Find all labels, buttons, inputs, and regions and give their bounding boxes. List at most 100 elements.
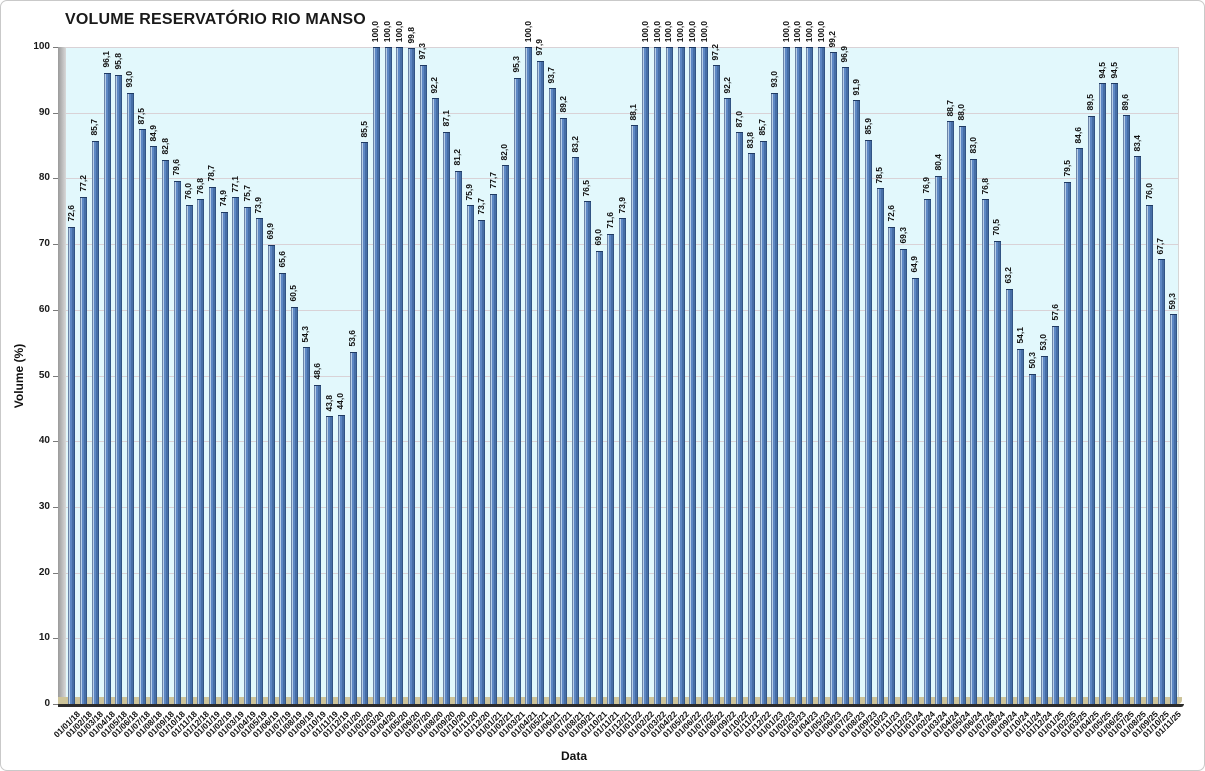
bar-value-label: 97,3 [417, 43, 428, 60]
bar-value-label: 81,2 [452, 148, 463, 166]
y-tick-label-10: 10 [38, 632, 50, 644]
bar [1087, 115, 1095, 704]
bar-value-label: 89,6 [1120, 93, 1131, 111]
bar [572, 157, 580, 704]
bar-value-label: 93,7 [546, 66, 557, 84]
bar-value-label: 97,2 [710, 43, 721, 61]
y-axis-title: Volume (%) [12, 343, 26, 409]
bar-value-label: 89,2 [557, 96, 568, 113]
bar-value-label: 73,9 [253, 196, 264, 214]
bar-value-label: 83,4 [1131, 134, 1142, 152]
bar [1040, 355, 1048, 704]
bar [630, 125, 638, 704]
bar [91, 140, 99, 704]
bar [68, 227, 76, 704]
bar [126, 92, 134, 704]
bar [466, 205, 474, 704]
bar-value-label: 72,6 [65, 205, 76, 223]
bar [958, 125, 966, 704]
bar-value-label: 76,9 [921, 177, 932, 194]
bar-value-label: 76,8 [979, 177, 990, 195]
bar-value-label: 80,4 [932, 154, 943, 171]
bar-value-label: 76,8 [194, 177, 205, 195]
bar [408, 48, 416, 704]
gridline-100 [66, 47, 1179, 48]
bar [162, 160, 170, 704]
bar [818, 47, 826, 704]
bar [1075, 148, 1083, 704]
bar-value-label: 53,0 [1038, 334, 1049, 351]
bar-value-label: 99,8 [405, 26, 416, 44]
bar-value-label: 100,0 [686, 20, 697, 42]
bar-value-label: 76,0 [1143, 183, 1154, 200]
bar-value-label: 72,6 [885, 205, 896, 223]
bar [724, 98, 732, 704]
bar [232, 197, 240, 704]
bar [1005, 288, 1013, 704]
bar [372, 47, 380, 704]
bar-value-label: 70,5 [991, 219, 1002, 236]
bar-value-label: 93,0 [124, 71, 135, 88]
bar-value-label: 94,5 [1108, 61, 1119, 79]
bar-value-label: 89,5 [1085, 94, 1096, 111]
bar-value-label: 78,5 [874, 166, 885, 184]
bar-value-label: 54,3 [300, 325, 311, 343]
bar [911, 277, 919, 704]
bar [806, 47, 814, 704]
bar [349, 351, 357, 704]
bar [1111, 83, 1119, 704]
bar-value-label: 87,1 [440, 110, 451, 127]
bar [525, 47, 533, 704]
bar [947, 121, 955, 704]
bar-value-label: 100,0 [675, 20, 686, 42]
bar [1029, 373, 1037, 704]
bar-value-label: 53,6 [347, 330, 358, 347]
bar-value-label: 67,7 [1155, 237, 1166, 255]
y-tick-mark [53, 638, 58, 640]
bar [701, 47, 708, 704]
bar [607, 233, 615, 704]
gridline-90 [66, 112, 1179, 114]
bar [853, 100, 861, 704]
y-tick-mark [53, 441, 58, 443]
bar-value-label: 76,5 [581, 179, 592, 197]
bar-value-label: 91,9 [850, 78, 861, 96]
bar [1146, 204, 1154, 704]
bar [560, 117, 568, 704]
bar-value-label: 59,3 [1167, 292, 1178, 310]
bar [841, 67, 849, 704]
bar [173, 181, 181, 704]
bar [185, 204, 193, 704]
y-tick-label-20: 20 [38, 566, 50, 578]
bar [431, 98, 439, 704]
bar [935, 175, 943, 704]
bar-value-label: 88,1 [628, 103, 639, 121]
bar-value-label: 100,0 [393, 20, 404, 42]
bar [490, 193, 498, 704]
x-axis-title: Data [561, 749, 588, 763]
gridline-80 [66, 178, 1179, 180]
bar [665, 47, 673, 704]
bar [443, 131, 451, 704]
bar-value-label: 79,5 [1061, 160, 1072, 177]
bar-value-label: 54,1 [1014, 327, 1025, 344]
bar [255, 218, 263, 704]
bar-value-label: 65,6 [276, 251, 287, 269]
bar [736, 132, 744, 704]
bar-value-label: 92,2 [721, 76, 732, 94]
y-tick-label-100: 100 [33, 41, 50, 52]
bar [384, 47, 392, 704]
bar-value-label: 85,7 [757, 119, 768, 136]
bar-value-label: 97,9 [534, 39, 545, 56]
bar-value-label: 73,9 [616, 196, 627, 214]
bar-value-label: 95,3 [511, 56, 522, 73]
bar-value-label: 71,6 [604, 212, 615, 229]
bar-value-label: 100,0 [815, 20, 826, 42]
bar [290, 306, 298, 704]
bar [1157, 259, 1165, 704]
bar-value-label: 43,8 [323, 394, 334, 412]
bar [326, 416, 334, 704]
bar-value-label: 69,0 [593, 229, 604, 246]
bar [865, 139, 873, 704]
bar-value-label: 100,0 [522, 20, 533, 42]
